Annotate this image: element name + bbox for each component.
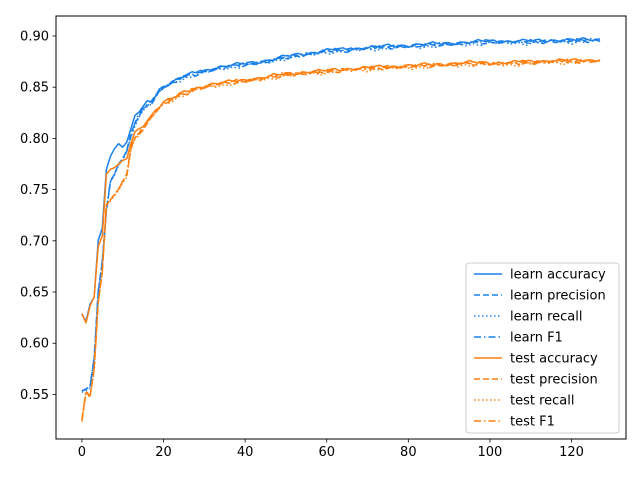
x-tick-label: 20 [155,445,172,460]
legend-label: learn accuracy [510,268,606,283]
y-tick-label: 0.75 [20,183,49,198]
y-tick-label: 0.85 [20,81,49,96]
y-tick-label: 0.65 [20,286,49,301]
legend-label: test recall [510,394,575,409]
plot-frame [55,15,627,440]
legend-label: test F1 [510,415,555,430]
x-tick-label: 0 [78,445,86,460]
legend-label: test precision [510,373,598,388]
series-line-learn-precision [81,38,601,392]
y-tick-label: 0.90 [20,29,49,44]
series-line-learn-f1 [81,37,601,392]
x-axis-ticks: 0 20 40 60 80 100 120 [78,439,584,460]
series-line-learn-recall [81,38,601,393]
y-tick-label: 0.70 [20,234,49,249]
x-tick-label: 120 [559,445,584,460]
legend-label: test accuracy [510,352,598,367]
y-tick-label: 0.60 [20,337,49,352]
series-line-test-accuracy [81,58,601,324]
series-layer [81,37,601,422]
x-tick-label: 40 [237,445,254,460]
y-tick-label: 0.55 [20,388,49,403]
legend-box [465,262,620,434]
x-tick-label: 100 [478,445,503,460]
x-tick-label: 60 [318,445,335,460]
series-line-test-f1 [81,58,601,420]
legend-label: learn F1 [510,331,563,346]
series-line-test-precision [81,58,601,421]
y-axis-ticks: 0.55 0.60 0.65 0.70 0.75 0.80 0.85 0.90 [20,29,56,403]
legend-label: learn recall [510,310,582,325]
legend: learn accuracy learn precision learn recal… [465,262,620,434]
y-tick-label: 0.80 [20,132,49,147]
x-tick-label: 80 [400,445,417,460]
legend-label: learn precision [510,289,606,304]
